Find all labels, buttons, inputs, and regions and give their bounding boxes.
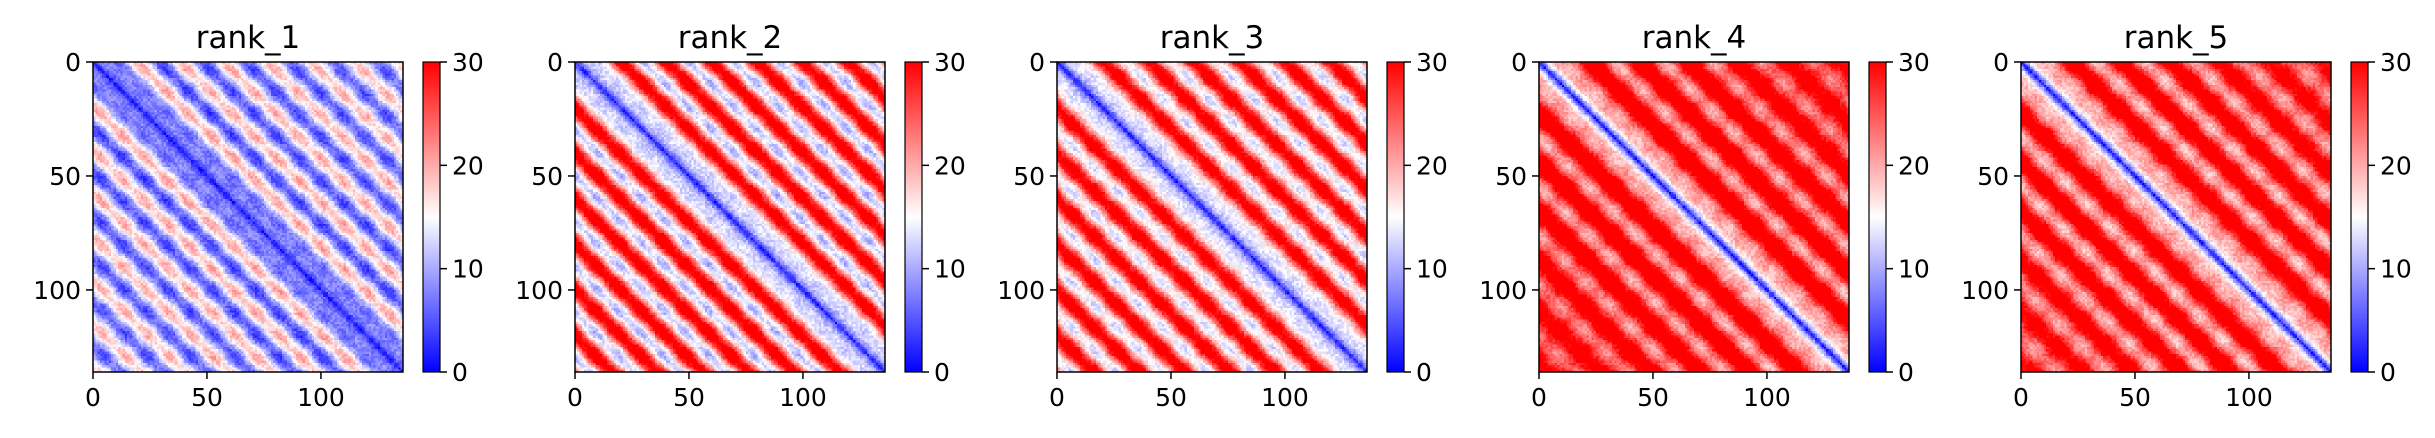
y-tick-label: 0 xyxy=(1511,48,1527,77)
panel-title: rank_3 xyxy=(1160,20,1265,56)
y-tick-label: 100 xyxy=(1961,276,2009,305)
heatmap-panel: rank_4 0 50 100 0 50 100 0 10 20 30 xyxy=(1479,20,1930,412)
plot-frame xyxy=(574,61,886,373)
x-tick-label: 100 xyxy=(779,383,827,412)
colorbar-tick-label: 30 xyxy=(1898,48,1930,77)
x-tick-label: 100 xyxy=(2225,383,2273,412)
x-tick-label: 0 xyxy=(2013,383,2029,412)
x-tick-label: 50 xyxy=(191,383,223,412)
colorbar-tick-label: 20 xyxy=(934,151,966,180)
panel-title: rank_4 xyxy=(1642,20,1747,56)
colorbar xyxy=(1386,61,1405,373)
x-tick-label: 50 xyxy=(2119,383,2151,412)
y-tick-label: 50 xyxy=(531,162,563,191)
colorbar-tick-label: 30 xyxy=(1416,48,1448,77)
colorbar-tick-label: 30 xyxy=(934,48,966,77)
plot-frame xyxy=(1538,61,1850,373)
colorbar-tick-label: 20 xyxy=(1898,151,1930,180)
x-tick-label: 50 xyxy=(1155,383,1187,412)
colorbar-tick-label: 0 xyxy=(1898,358,1914,387)
heatmap-image xyxy=(1057,62,1367,372)
colorbar-tick-label: 0 xyxy=(1416,358,1432,387)
colorbar-tick-label: 30 xyxy=(452,48,484,77)
plot-frame xyxy=(92,61,404,373)
colorbar xyxy=(904,61,923,373)
y-tick-label: 50 xyxy=(1495,162,1527,191)
x-tick-label: 0 xyxy=(85,383,101,412)
x-tick-label: 0 xyxy=(1531,383,1547,412)
x-tick-label: 100 xyxy=(297,383,345,412)
y-tick-label: 0 xyxy=(65,48,81,77)
panel-title: rank_5 xyxy=(2124,20,2229,56)
y-tick-label: 100 xyxy=(33,276,81,305)
x-tick-label: 50 xyxy=(1637,383,1669,412)
y-tick-label: 100 xyxy=(1479,276,1527,305)
colorbar-tick-label: 30 xyxy=(2380,48,2412,77)
colorbar xyxy=(1868,61,1887,373)
x-tick-label: 50 xyxy=(673,383,705,412)
heatmap-panel: rank_1 0 50 100 0 50 100 0 10 20 30 xyxy=(33,20,484,412)
y-tick-label: 50 xyxy=(49,162,81,191)
y-tick-label: 0 xyxy=(1029,48,1045,77)
colorbar-tick-label: 10 xyxy=(1898,255,1930,284)
colorbar-tick-label: 0 xyxy=(452,358,468,387)
y-tick-label: 50 xyxy=(1013,162,1045,191)
heatmap-panel: rank_2 0 50 100 0 50 100 0 10 20 30 xyxy=(515,20,966,412)
x-tick-label: 100 xyxy=(1743,383,1791,412)
plot-frame xyxy=(2020,61,2332,373)
y-tick-label: 100 xyxy=(515,276,563,305)
y-tick-label: 0 xyxy=(1993,48,2009,77)
heatmap-image xyxy=(93,62,403,372)
colorbar xyxy=(422,61,441,373)
colorbar-tick-label: 20 xyxy=(1416,151,1448,180)
colorbar-tick-label: 20 xyxy=(2380,151,2412,180)
colorbar-tick-label: 10 xyxy=(1416,255,1448,284)
colorbar xyxy=(2350,61,2369,373)
heatmap-image xyxy=(1539,62,1849,372)
heatmap-panel: rank_5 0 50 100 0 50 100 0 10 20 30 xyxy=(1961,20,2412,412)
y-tick-label: 50 xyxy=(1977,162,2009,191)
y-tick-label: 0 xyxy=(547,48,563,77)
panel-title: rank_2 xyxy=(678,20,783,56)
colorbar-tick-label: 10 xyxy=(2380,255,2412,284)
x-tick-label: 0 xyxy=(567,383,583,412)
plot-frame xyxy=(1056,61,1368,373)
y-tick-label: 100 xyxy=(997,276,1045,305)
panel-title: rank_1 xyxy=(196,20,301,56)
colorbar-tick-label: 10 xyxy=(452,255,484,284)
colorbar-tick-label: 0 xyxy=(934,358,950,387)
heatmap-panel: rank_3 0 50 100 0 50 100 0 10 20 30 xyxy=(997,20,1448,412)
colorbar-tick-label: 20 xyxy=(452,151,484,180)
x-tick-label: 100 xyxy=(1261,383,1309,412)
x-tick-label: 0 xyxy=(1049,383,1065,412)
heatmap-image xyxy=(575,62,885,372)
heatmap-image xyxy=(2021,62,2331,372)
colorbar-tick-label: 10 xyxy=(934,255,966,284)
colorbar-tick-label: 0 xyxy=(2380,358,2396,387)
